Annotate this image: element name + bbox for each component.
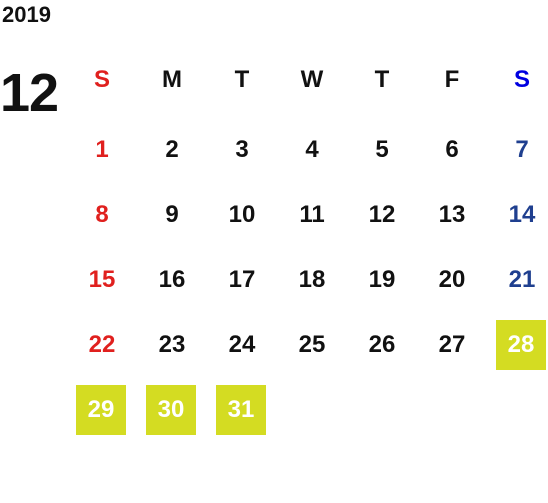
day: 6	[445, 136, 459, 163]
day: 10	[228, 201, 256, 228]
year: 2019	[2, 2, 51, 27]
weekday-header: T	[234, 66, 250, 93]
day: 2	[165, 136, 179, 163]
day: 25	[298, 331, 326, 358]
day: 19	[368, 266, 396, 293]
day: 24	[228, 331, 256, 358]
highlighted-day: 29	[76, 385, 126, 435]
day: 12	[368, 201, 396, 228]
day: 4	[305, 136, 319, 163]
day: 23	[158, 331, 186, 358]
day: 13	[438, 201, 466, 228]
day: 26	[368, 331, 396, 358]
day: 18	[298, 266, 326, 293]
day: 7	[515, 136, 529, 163]
weekday-header: S	[93, 66, 110, 93]
day: 21	[508, 266, 536, 293]
day: 8	[95, 201, 109, 228]
highlighted-day: 28	[496, 320, 546, 370]
day: 14	[508, 201, 536, 228]
day: 27	[438, 331, 466, 358]
weekday-header: F	[444, 66, 460, 93]
day: 1	[95, 136, 109, 163]
day: 5	[375, 136, 389, 163]
weekday-header: T	[374, 66, 390, 93]
weekday-header: W	[300, 66, 324, 93]
highlighted-day: 31	[216, 385, 266, 435]
month: 12	[0, 63, 59, 123]
day: 17	[228, 266, 256, 293]
weekday-header: M	[162, 66, 182, 93]
day: 16	[158, 266, 186, 293]
highlighted-day: 30	[146, 385, 196, 435]
day: 20	[438, 266, 466, 293]
day: 3	[235, 136, 249, 163]
day: 22	[88, 331, 116, 358]
weekday-header: S	[513, 66, 530, 93]
day: 15	[88, 266, 116, 293]
day: 11	[299, 201, 325, 228]
day: 9	[165, 201, 179, 228]
